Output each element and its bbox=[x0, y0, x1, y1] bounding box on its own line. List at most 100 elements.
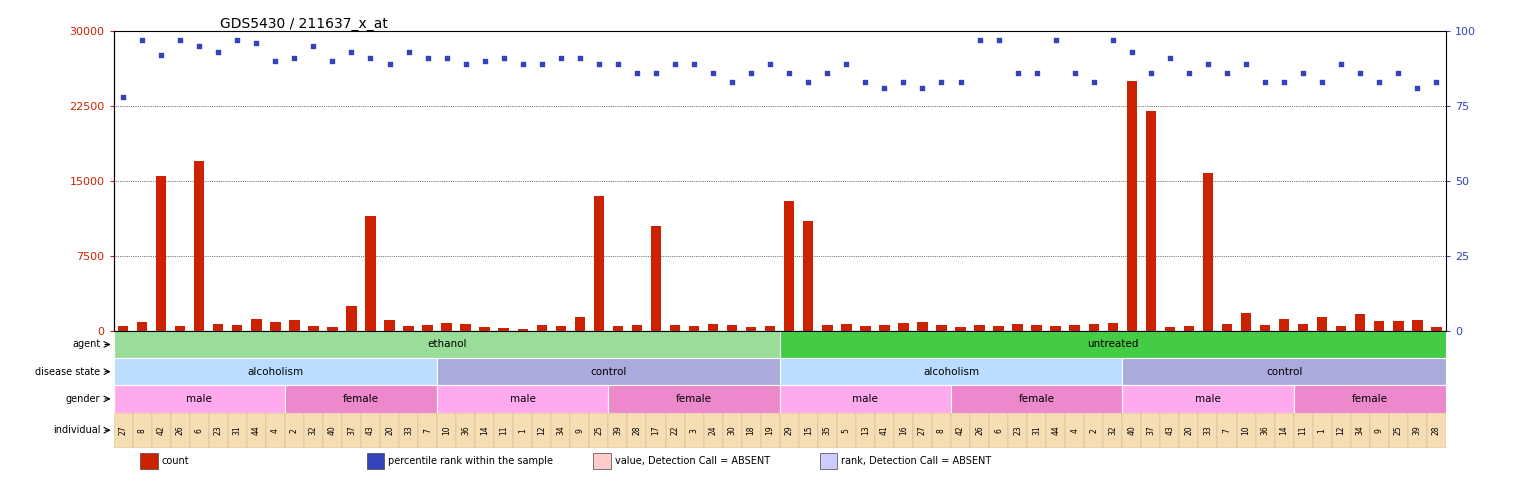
Text: 32: 32 bbox=[309, 426, 318, 435]
Point bbox=[701, 70, 725, 77]
Text: 34: 34 bbox=[556, 426, 565, 435]
Point bbox=[892, 78, 916, 86]
Bar bbox=[1146, 111, 1157, 331]
Point bbox=[472, 57, 497, 65]
Bar bbox=[114, 331, 780, 358]
Point bbox=[282, 55, 306, 62]
Text: 27: 27 bbox=[118, 426, 127, 435]
Bar bbox=[1126, 81, 1137, 331]
Bar bbox=[880, 325, 890, 331]
Bar bbox=[975, 325, 984, 331]
Point bbox=[739, 70, 763, 77]
Bar bbox=[746, 327, 757, 331]
Text: 32: 32 bbox=[1108, 426, 1117, 435]
Bar bbox=[347, 306, 357, 331]
Bar bbox=[955, 327, 966, 331]
Point bbox=[397, 48, 421, 56]
Text: 35: 35 bbox=[822, 426, 831, 435]
Bar bbox=[993, 326, 1004, 331]
Text: 42: 42 bbox=[156, 426, 165, 435]
Point bbox=[1387, 70, 1411, 77]
Bar bbox=[646, 412, 666, 448]
Text: 31: 31 bbox=[233, 426, 242, 435]
Bar bbox=[1179, 412, 1199, 448]
Text: 22: 22 bbox=[671, 426, 680, 435]
Point bbox=[625, 70, 650, 77]
Bar bbox=[1122, 385, 1293, 412]
Point bbox=[1272, 78, 1296, 86]
Text: alcoholism: alcoholism bbox=[247, 367, 303, 377]
Bar bbox=[875, 412, 893, 448]
Bar bbox=[780, 412, 799, 448]
Bar bbox=[422, 325, 433, 331]
Text: 41: 41 bbox=[880, 426, 889, 435]
Text: 25: 25 bbox=[1394, 426, 1403, 435]
Bar bbox=[438, 385, 609, 412]
Bar bbox=[1393, 321, 1403, 331]
Text: female: female bbox=[1019, 394, 1055, 404]
Bar bbox=[513, 412, 533, 448]
Text: 9: 9 bbox=[1375, 428, 1384, 433]
Point bbox=[435, 55, 459, 62]
Text: 19: 19 bbox=[766, 426, 775, 435]
Point bbox=[1101, 37, 1125, 44]
Point bbox=[815, 70, 839, 77]
Text: 26: 26 bbox=[176, 426, 185, 435]
Text: male: male bbox=[510, 394, 536, 404]
Text: 18: 18 bbox=[746, 426, 755, 435]
Text: 29: 29 bbox=[784, 426, 793, 435]
Point bbox=[587, 60, 612, 68]
Text: GDS5430 / 211637_x_at: GDS5430 / 211637_x_at bbox=[220, 17, 388, 31]
Text: 26: 26 bbox=[975, 426, 984, 435]
Bar bbox=[593, 196, 604, 331]
Text: disease state: disease state bbox=[35, 367, 100, 377]
Bar bbox=[247, 412, 266, 448]
Text: 39: 39 bbox=[1413, 426, 1422, 435]
Text: 11: 11 bbox=[500, 426, 509, 435]
Bar bbox=[536, 325, 547, 331]
Bar bbox=[438, 358, 780, 385]
Point bbox=[244, 40, 268, 47]
Point bbox=[987, 37, 1011, 44]
Bar bbox=[684, 412, 704, 448]
Bar bbox=[575, 317, 584, 331]
Point bbox=[1234, 60, 1258, 68]
Bar bbox=[114, 358, 438, 385]
Text: 27: 27 bbox=[917, 426, 927, 435]
Bar bbox=[936, 325, 946, 331]
Point bbox=[606, 60, 630, 68]
Bar bbox=[822, 325, 833, 331]
Bar bbox=[285, 385, 438, 412]
Text: 23: 23 bbox=[213, 426, 223, 435]
Bar bbox=[232, 325, 242, 331]
Bar bbox=[989, 412, 1008, 448]
Bar bbox=[1089, 324, 1099, 331]
Bar bbox=[1142, 412, 1160, 448]
Text: female: female bbox=[677, 394, 712, 404]
Bar bbox=[669, 325, 680, 331]
Bar bbox=[114, 412, 133, 448]
Text: 14: 14 bbox=[1279, 426, 1288, 435]
Bar bbox=[860, 326, 871, 331]
Bar bbox=[442, 323, 451, 331]
Bar bbox=[1388, 412, 1408, 448]
Text: 8: 8 bbox=[937, 428, 946, 433]
Text: 3: 3 bbox=[689, 428, 698, 433]
Text: ethanol: ethanol bbox=[427, 340, 466, 350]
Point bbox=[1310, 78, 1334, 86]
Text: value, Detection Call = ABSENT: value, Detection Call = ABSENT bbox=[615, 456, 769, 466]
Bar bbox=[1026, 412, 1046, 448]
Point bbox=[454, 60, 478, 68]
Bar bbox=[689, 326, 699, 331]
Point bbox=[148, 52, 173, 59]
Bar bbox=[951, 385, 1122, 412]
Point bbox=[377, 60, 401, 68]
Point bbox=[492, 55, 516, 62]
Bar bbox=[366, 453, 385, 469]
Text: 1: 1 bbox=[518, 428, 527, 433]
Bar bbox=[114, 385, 285, 412]
Bar bbox=[970, 412, 989, 448]
Text: 43: 43 bbox=[366, 426, 375, 435]
Bar bbox=[141, 453, 157, 469]
Bar bbox=[438, 412, 456, 448]
